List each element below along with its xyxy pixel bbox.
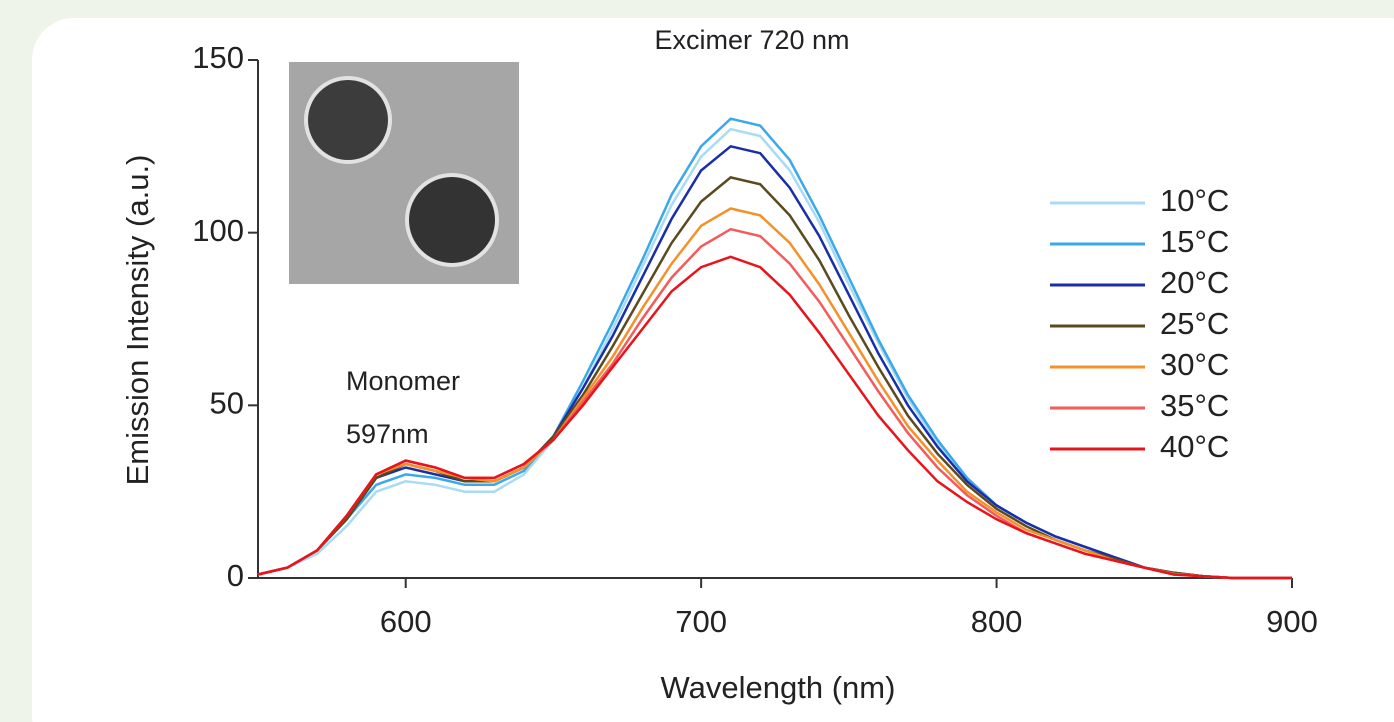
y-tick-label: 100 bbox=[192, 213, 244, 248]
legend-label: 30°C bbox=[1160, 347, 1229, 382]
annotation: Excimer 720 nm bbox=[654, 25, 849, 55]
legend-label: 25°C bbox=[1160, 306, 1229, 341]
legend-label: 20°C bbox=[1160, 265, 1229, 300]
x-axis-label: Wavelength (nm) bbox=[661, 670, 896, 705]
y-tick-label: 50 bbox=[210, 386, 244, 421]
x-tick-label: 600 bbox=[380, 604, 432, 639]
y-tick-label: 0 bbox=[227, 558, 244, 593]
legend-label: 35°C bbox=[1160, 388, 1229, 423]
x-tick-label: 700 bbox=[675, 604, 727, 639]
y-axis-label: Emission Intensity (a.u.) bbox=[120, 155, 155, 486]
inset-image bbox=[289, 62, 519, 284]
legend-label: 40°C bbox=[1160, 429, 1229, 464]
y-tick-label: 150 bbox=[192, 40, 244, 75]
annotation: 597nm bbox=[346, 419, 429, 449]
legend-label: 10°C bbox=[1160, 183, 1229, 218]
legend-label: 15°C bbox=[1160, 224, 1229, 259]
series-line bbox=[257, 255, 1292, 580]
series-line bbox=[257, 144, 1292, 580]
x-tick-label: 900 bbox=[1266, 604, 1318, 639]
x-tick-label: 800 bbox=[971, 604, 1023, 639]
annotation: Monomer bbox=[346, 366, 460, 396]
